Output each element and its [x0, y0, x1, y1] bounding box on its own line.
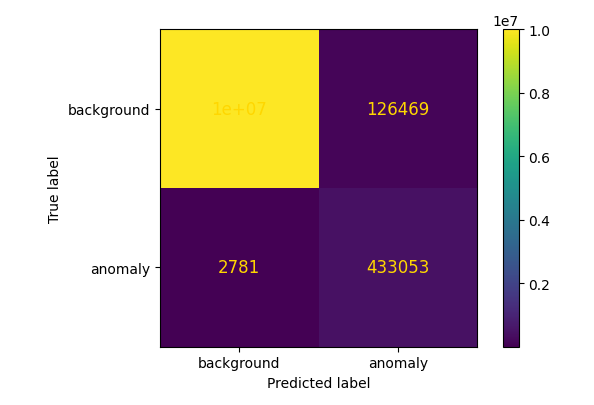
Text: 2781: 2781 [218, 259, 260, 277]
Y-axis label: True label: True label [48, 155, 62, 222]
Text: 126469: 126469 [366, 100, 429, 118]
Text: 1e+07: 1e+07 [211, 100, 267, 118]
X-axis label: Predicted label: Predicted label [267, 376, 371, 390]
Text: 433053: 433053 [366, 259, 429, 277]
